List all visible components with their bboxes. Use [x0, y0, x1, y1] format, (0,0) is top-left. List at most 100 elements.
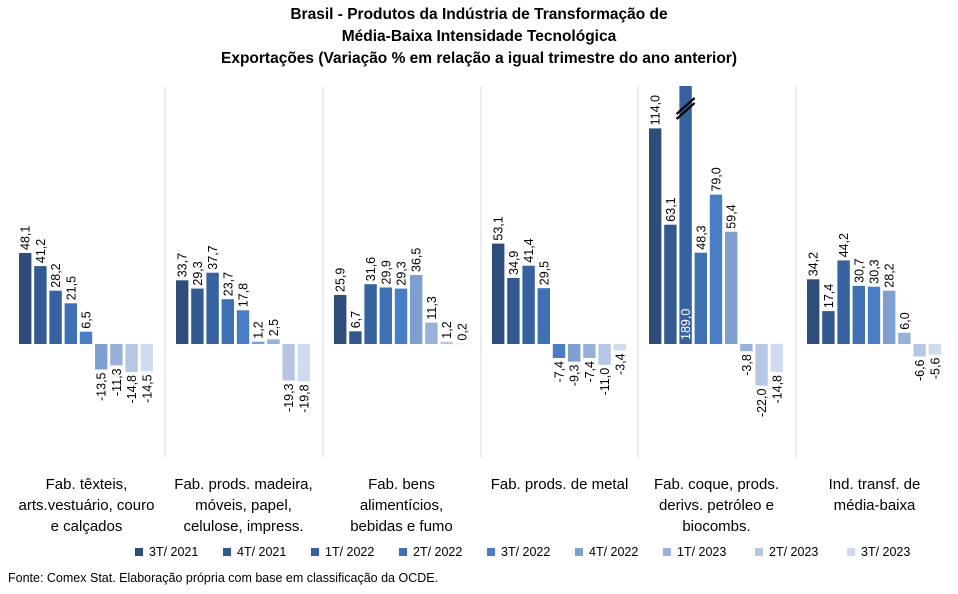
bar: [410, 275, 423, 344]
data-label: 63,1: [664, 197, 678, 221]
bar: [822, 311, 835, 344]
bar: [334, 295, 347, 344]
bar: [679, 86, 692, 344]
data-label: 29,3: [395, 261, 409, 285]
axis-break-mark: [675, 97, 696, 115]
category-label-line: Fab. bens: [368, 476, 435, 493]
bar: [425, 322, 438, 344]
data-label: 25,9: [334, 268, 348, 292]
bar: [709, 194, 723, 344]
bar: [770, 344, 783, 372]
data-label: 6,0: [898, 312, 912, 329]
legend-swatch: [755, 548, 763, 556]
bar: [725, 231, 738, 344]
data-label: -19,3: [282, 383, 296, 412]
category-label-line: derivs. petróleo e: [658, 497, 775, 514]
data-label: 6,7: [349, 311, 363, 328]
category-label-line: Ind. transf. de: [828, 476, 921, 493]
bar: [282, 344, 295, 381]
data-label: 41,4: [522, 238, 536, 262]
bar: [507, 278, 520, 344]
legend-label: 1T/ 2023: [677, 545, 727, 559]
data-label: 41,2: [34, 239, 48, 263]
data-label: 17,8: [237, 283, 251, 307]
legend-item: 3T/ 2023: [847, 545, 910, 559]
data-label: 48,3: [694, 225, 708, 249]
data-label: 1,2: [252, 321, 266, 338]
legend-item: 1T/ 2023: [663, 545, 726, 559]
category-label-line: móveis, papel,: [195, 497, 292, 514]
data-label: -14,5: [140, 374, 154, 403]
legend-item: 4T/ 2022: [575, 545, 638, 559]
category-label: Ind. transf. de média-baixa: [796, 474, 953, 516]
legend-item: 3T/ 2022: [487, 545, 550, 559]
bar: [837, 260, 850, 344]
data-label: -9,3: [568, 365, 582, 387]
legend-swatch: [399, 548, 407, 556]
data-label: 29,3: [191, 261, 205, 285]
legend: 3T/ 2021 4T/ 2021 1T/ 2022 2T/ 2022 3T/ 2022…: [135, 545, 935, 563]
legend-swatch: [663, 548, 671, 556]
legend-item: 2T/ 2023: [755, 545, 818, 559]
category-label-line: Fab. coque, prods.: [653, 476, 780, 493]
bar: [552, 344, 566, 358]
bar: [206, 272, 219, 344]
data-label: 17,4: [822, 284, 836, 308]
data-label: -3,8: [740, 354, 754, 376]
data-label: 34,9: [507, 251, 521, 275]
data-label: 79,0: [710, 167, 724, 191]
data-label: 59,4: [725, 204, 739, 228]
chart-title-line-2: Média-Baixa Intensidade Tecnológica: [341, 28, 617, 45]
data-label: 189,0: [679, 309, 693, 340]
legend-item: 3T/ 2021: [135, 545, 198, 559]
data-label: -3,4: [613, 353, 627, 375]
bar: [649, 128, 662, 344]
bar: [852, 285, 865, 344]
data-label: 21,5: [64, 276, 78, 300]
category-label-line: arts.vestuário, couro: [18, 497, 155, 514]
bar: [522, 265, 535, 344]
bar: [455, 343, 468, 345]
legend-swatch: [311, 548, 319, 556]
data-label: -13,5: [95, 372, 109, 401]
data-label: 114,0: [649, 95, 663, 125]
data-label: 48,1: [19, 226, 33, 250]
category-label-line: biocombs.: [682, 518, 751, 535]
legend-label: 3T/ 2022: [501, 545, 551, 559]
chart-title: Brasil - Produtos da Indústria de Transf…: [0, 4, 958, 70]
data-label: 2,5: [267, 319, 281, 336]
category-label-line: média-baixa: [833, 497, 916, 514]
data-label: 29,5: [537, 261, 551, 285]
category-label-line: Fab. prods. de metal: [490, 476, 629, 493]
data-label: -14,8: [125, 375, 139, 404]
category-label-line: alimentícios,: [359, 497, 444, 514]
bar: [176, 280, 189, 344]
legend-swatch: [223, 548, 231, 556]
category-label: Fab. têxteis, arts.vestuário, couro e calç…: [8, 474, 165, 537]
data-label: 44,2: [837, 233, 851, 257]
bar: [110, 344, 123, 366]
legend-item: 2T/ 2022: [399, 545, 462, 559]
bar: [740, 344, 753, 352]
data-label: -11,3: [110, 368, 124, 396]
bar: [221, 299, 234, 344]
bar: [349, 331, 362, 344]
legend-label: 4T/ 2022: [589, 545, 639, 559]
category-label-line: Fab. têxteis,: [45, 476, 128, 493]
bar: [598, 344, 611, 365]
data-label: 53,1: [492, 216, 506, 240]
category-label: Fab. prods. madeira, móveis, papel, celulo…: [165, 474, 322, 537]
data-label: 34,2: [807, 252, 821, 276]
bar: [49, 290, 62, 344]
category-label-line: celulose, impress.: [183, 518, 304, 535]
category-label-line: Fab. prods. madeira,: [174, 476, 313, 493]
data-label: -14,8: [770, 375, 784, 404]
data-label: -5,6: [928, 358, 942, 380]
data-label: -22,0: [755, 389, 769, 418]
category-label: Fab. coque, prods. derivs. petróleo e bioc…: [638, 474, 795, 537]
legend-swatch: [135, 548, 143, 556]
bar: [95, 344, 108, 370]
legend-swatch: [487, 548, 495, 556]
legend-item: 4T/ 2021: [223, 545, 286, 559]
bar: [913, 344, 926, 357]
